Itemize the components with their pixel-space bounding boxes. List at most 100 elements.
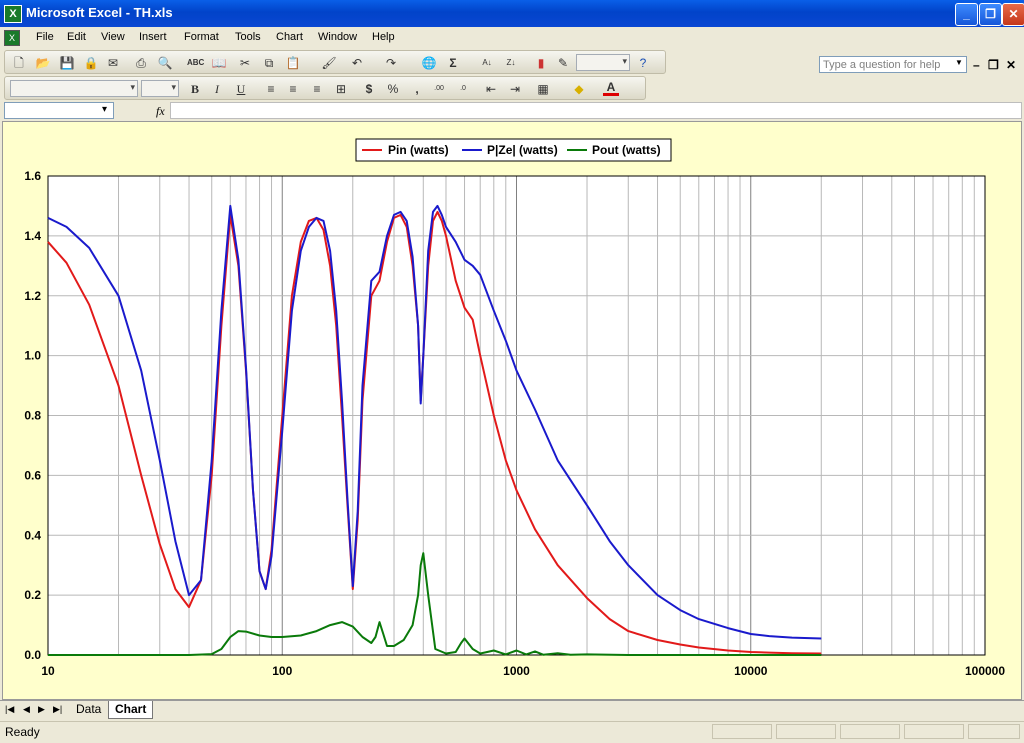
status-text: Ready: [5, 725, 40, 739]
last-sheet-icon[interactable]: ▶|: [53, 704, 63, 714]
merge-center-icon[interactable]: ⊞: [335, 82, 347, 96]
next-sheet-icon[interactable]: ▶: [38, 704, 45, 714]
permission-icon[interactable]: 🔒: [83, 56, 99, 70]
bold-icon[interactable]: B: [190, 82, 199, 96]
window-title: Microsoft Excel - TH.xls: [26, 5, 173, 20]
borders-icon[interactable]: ▦: [537, 82, 549, 96]
formatting-toolbar: B I U ≡ ≡ ≡ ⊞ $ % , .00 .0 ⇤ ⇥ ▦ ◆ A: [4, 76, 646, 100]
y-tick-label: 0.0: [24, 648, 41, 662]
series-line-1: [47, 204, 822, 640]
chart-wizard-icon[interactable]: ▮: [537, 56, 545, 70]
spelling-icon[interactable]: ABC: [187, 58, 205, 67]
formula-input[interactable]: [170, 102, 1022, 119]
font-name-combo[interactable]: [10, 80, 138, 97]
menu-file[interactable]: File: [36, 31, 54, 43]
email-icon[interactable]: ✉: [107, 56, 119, 70]
align-left-icon[interactable]: ≡: [267, 82, 275, 96]
format-painter-icon[interactable]: 🖌: [321, 56, 337, 70]
y-tick-label: 0.8: [24, 409, 41, 423]
status-bar: Ready: [0, 721, 1024, 743]
paste-icon[interactable]: 📋: [285, 56, 301, 70]
font-color-icon[interactable]: A: [603, 81, 619, 96]
undo-icon[interactable]: ↶: [351, 56, 363, 70]
x-tick-label: 10: [41, 664, 55, 678]
y-tick-label: 0.2: [24, 588, 41, 602]
first-sheet-icon[interactable]: |◀: [5, 704, 15, 714]
y-tick-label: 1.6: [24, 169, 41, 183]
minimize-button[interactable]: _: [955, 3, 978, 26]
menu-tools[interactable]: Tools: [235, 31, 261, 43]
drawing-icon[interactable]: ✎: [557, 56, 569, 70]
save-icon[interactable]: 💾: [59, 56, 75, 70]
font-size-combo[interactable]: [141, 80, 179, 97]
decrease-indent-icon[interactable]: ⇤: [485, 82, 497, 96]
underline-icon[interactable]: U: [236, 82, 246, 96]
hyperlink-icon[interactable]: 🌐: [421, 56, 437, 70]
doc-minimize-icon[interactable]: –: [973, 58, 980, 72]
menu-window[interactable]: Window: [318, 31, 358, 43]
legend-box: [355, 138, 672, 162]
help-icon[interactable]: ?: [639, 56, 647, 70]
doc-restore-icon[interactable]: ❐: [988, 58, 999, 72]
close-button[interactable]: ✕: [1002, 3, 1024, 26]
status-panel: [840, 724, 900, 739]
sort-ascending-icon[interactable]: A↓: [482, 58, 492, 67]
sort-descending-icon[interactable]: Z↓: [506, 58, 516, 67]
print-icon[interactable]: ⎙: [136, 56, 146, 70]
comma-icon[interactable]: ,: [415, 82, 419, 96]
status-panel: [904, 724, 964, 739]
y-tick-label: 0.4: [24, 528, 41, 542]
zoom-combo[interactable]: [576, 54, 630, 71]
tab-data[interactable]: Data: [76, 702, 102, 716]
menu-chart[interactable]: Chart: [276, 31, 303, 43]
new-icon[interactable]: 🗋: [14, 56, 24, 70]
status-panel: [712, 724, 772, 739]
prev-sheet-icon[interactable]: ◀: [23, 704, 30, 714]
fx-icon[interactable]: fx: [156, 104, 165, 118]
workbook-icon[interactable]: X: [4, 30, 20, 46]
increase-decimal-icon[interactable]: .00: [434, 85, 444, 92]
legend-label: P|Ze| (watts): [487, 143, 558, 157]
tab-chart[interactable]: Chart: [108, 701, 154, 719]
decrease-decimal-icon[interactable]: .0: [460, 85, 466, 92]
italic-icon[interactable]: I: [215, 82, 219, 96]
center-icon[interactable]: ≡: [289, 82, 297, 96]
chart-area[interactable]: 0.0 0.2 0.4 0.6 0.8 1.0 1.2 1.4 1.6 10 100 1000 1000…: [2, 121, 1022, 700]
chart-svg[interactable]: 0.0 0.2 0.4 0.6 0.8 1.0 1.2 1.4 1.6 10 100 1000 1000…: [3, 122, 1021, 699]
research-icon[interactable]: 📖: [211, 56, 227, 70]
excel-icon: X: [4, 5, 22, 23]
y-tick-label: 1.4: [24, 229, 41, 243]
y-tick-label: 0.6: [24, 468, 41, 482]
ask-dropdown-icon[interactable]: ▼: [955, 58, 963, 67]
redo-icon[interactable]: ↷: [385, 56, 397, 70]
x-tick-label: 100: [272, 664, 292, 678]
percent-icon[interactable]: %: [387, 82, 399, 96]
x-tick-label: 10000: [734, 664, 768, 678]
increase-indent-icon[interactable]: ⇥: [509, 82, 521, 96]
x-tick-label: 100000: [965, 664, 1005, 678]
menu-help[interactable]: Help: [372, 31, 395, 43]
cut-icon[interactable]: ✂: [239, 56, 251, 70]
status-panel: [968, 724, 1020, 739]
menu-view[interactable]: View: [101, 31, 125, 43]
print-preview-icon[interactable]: 🔍: [157, 56, 173, 70]
name-box[interactable]: [4, 102, 114, 119]
formula-bar: fx: [0, 101, 1024, 121]
title-bar: X Microsoft Excel - TH.xls _ ❐ ✕: [0, 0, 1024, 27]
menu-edit[interactable]: Edit: [67, 31, 86, 43]
menu-format[interactable]: Format: [184, 31, 219, 43]
plot-border: [47, 175, 986, 656]
doc-close-icon[interactable]: ✕: [1006, 58, 1017, 72]
copy-icon[interactable]: ⧉: [264, 56, 274, 70]
menu-insert[interactable]: Insert: [139, 31, 167, 43]
sheet-tabs-bar: |◀ ◀ ▶ ▶| Data Chart: [0, 700, 1024, 721]
autosum-icon[interactable]: Σ: [449, 56, 457, 70]
open-icon[interactable]: 📂: [35, 56, 51, 70]
currency-icon[interactable]: $: [365, 82, 373, 96]
y-tick-label: 1.2: [24, 289, 41, 303]
align-right-icon[interactable]: ≡: [313, 82, 321, 96]
ask-question-input[interactable]: Type a question for help: [819, 56, 967, 73]
restore-button[interactable]: ❐: [979, 3, 1002, 26]
fill-color-icon[interactable]: ◆: [574, 82, 584, 96]
standard-toolbar: 🗋 📂 💾 🔒 ✉ ⎙ 🔍 ABC 📖 ✂ ⧉ 📋 🖌 ↶ ↷ 🌐 Σ A↓ Z…: [4, 50, 666, 74]
